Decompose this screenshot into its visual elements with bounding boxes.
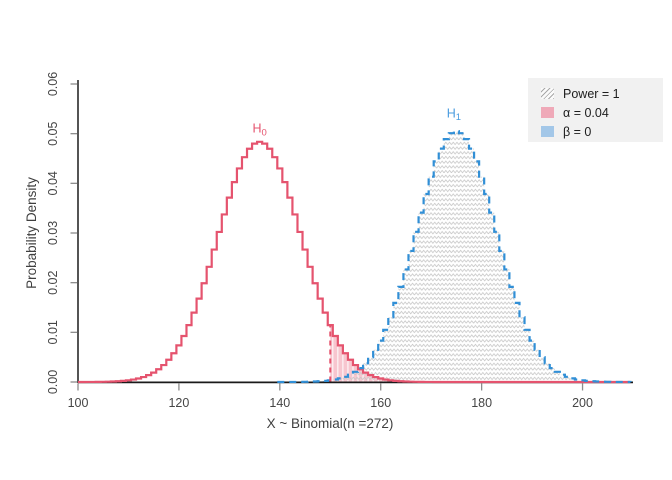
density-curves (78, 130, 632, 384)
hatch-swatch-icon (541, 88, 554, 99)
alpha-region-bar (330, 325, 333, 382)
beta-swatch-icon (541, 126, 554, 137)
series-label-h0: H0 (252, 122, 266, 139)
alpha-region-bar (338, 345, 343, 382)
y-tick-label: 0.01 (46, 320, 60, 344)
x-tick-label: 180 (471, 396, 492, 410)
y-tick-label: 0.06 (46, 72, 60, 96)
alpha-region-bar (333, 336, 338, 382)
x-tick-label: 120 (168, 396, 189, 410)
legend-item-beta: β = 0 (541, 123, 663, 140)
y-tick-label: 0.04 (46, 171, 60, 195)
alpha-region-bar (343, 353, 348, 382)
y-tick-label: 0.02 (46, 270, 60, 294)
x-tick-label: 140 (269, 396, 290, 410)
h0-curve (78, 140, 631, 384)
legend-label-power: Power = 1 (563, 86, 620, 101)
y-tick-label: 0.05 (46, 121, 60, 145)
legend-label-alpha: α = 0.04 (563, 105, 609, 120)
alpha-region-bar (348, 359, 353, 382)
axes: 100 120 140 160 180 200 0.00 0.01 0.02 0.03 0.04 0.… (46, 72, 633, 410)
power-region (330, 131, 631, 382)
x-tick-label: 200 (572, 396, 593, 410)
x-tick-label: 160 (370, 396, 391, 410)
series-label-h1: H1 (447, 106, 461, 123)
x-axis-label: X ~ Binomial(n =272) (267, 416, 394, 431)
legend: Power = 1 α = 0.04 β = 0 (528, 78, 663, 142)
y-axis-label: Probability Density (24, 177, 39, 289)
y-tick-label: 0.03 (46, 221, 60, 245)
alpha-swatch-icon (541, 107, 554, 118)
x-tick-label: 100 (68, 396, 89, 410)
annotations: H0 H1 (252, 106, 461, 138)
h1-curve (277, 130, 632, 384)
legend-label-beta: β = 0 (563, 124, 592, 139)
y-tick-label: 0.00 (46, 370, 60, 394)
legend-item-alpha: α = 0.04 (541, 104, 663, 121)
legend-item-power: Power = 1 (541, 85, 663, 102)
